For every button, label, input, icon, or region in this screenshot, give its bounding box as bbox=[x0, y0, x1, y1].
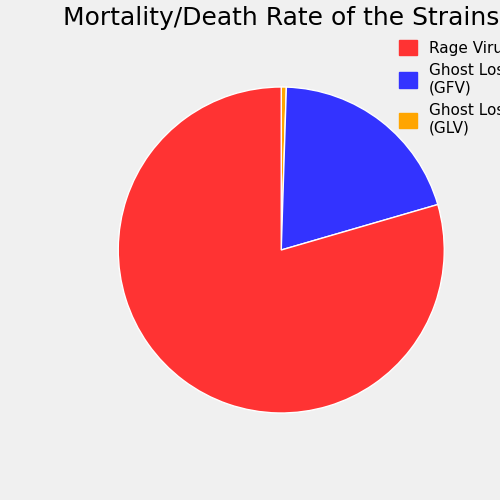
Wedge shape bbox=[281, 87, 438, 250]
Title: Mortality/Death Rate of the Strains: Mortality/Death Rate of the Strains bbox=[63, 6, 500, 30]
Wedge shape bbox=[118, 87, 444, 413]
Legend: Rage Virus (RV), Ghost Loser Virus Strain
(GFV), Ghost Loser Virus Strain
(GLV): Rage Virus (RV), Ghost Loser Virus Strai… bbox=[392, 34, 500, 142]
Wedge shape bbox=[281, 87, 286, 250]
